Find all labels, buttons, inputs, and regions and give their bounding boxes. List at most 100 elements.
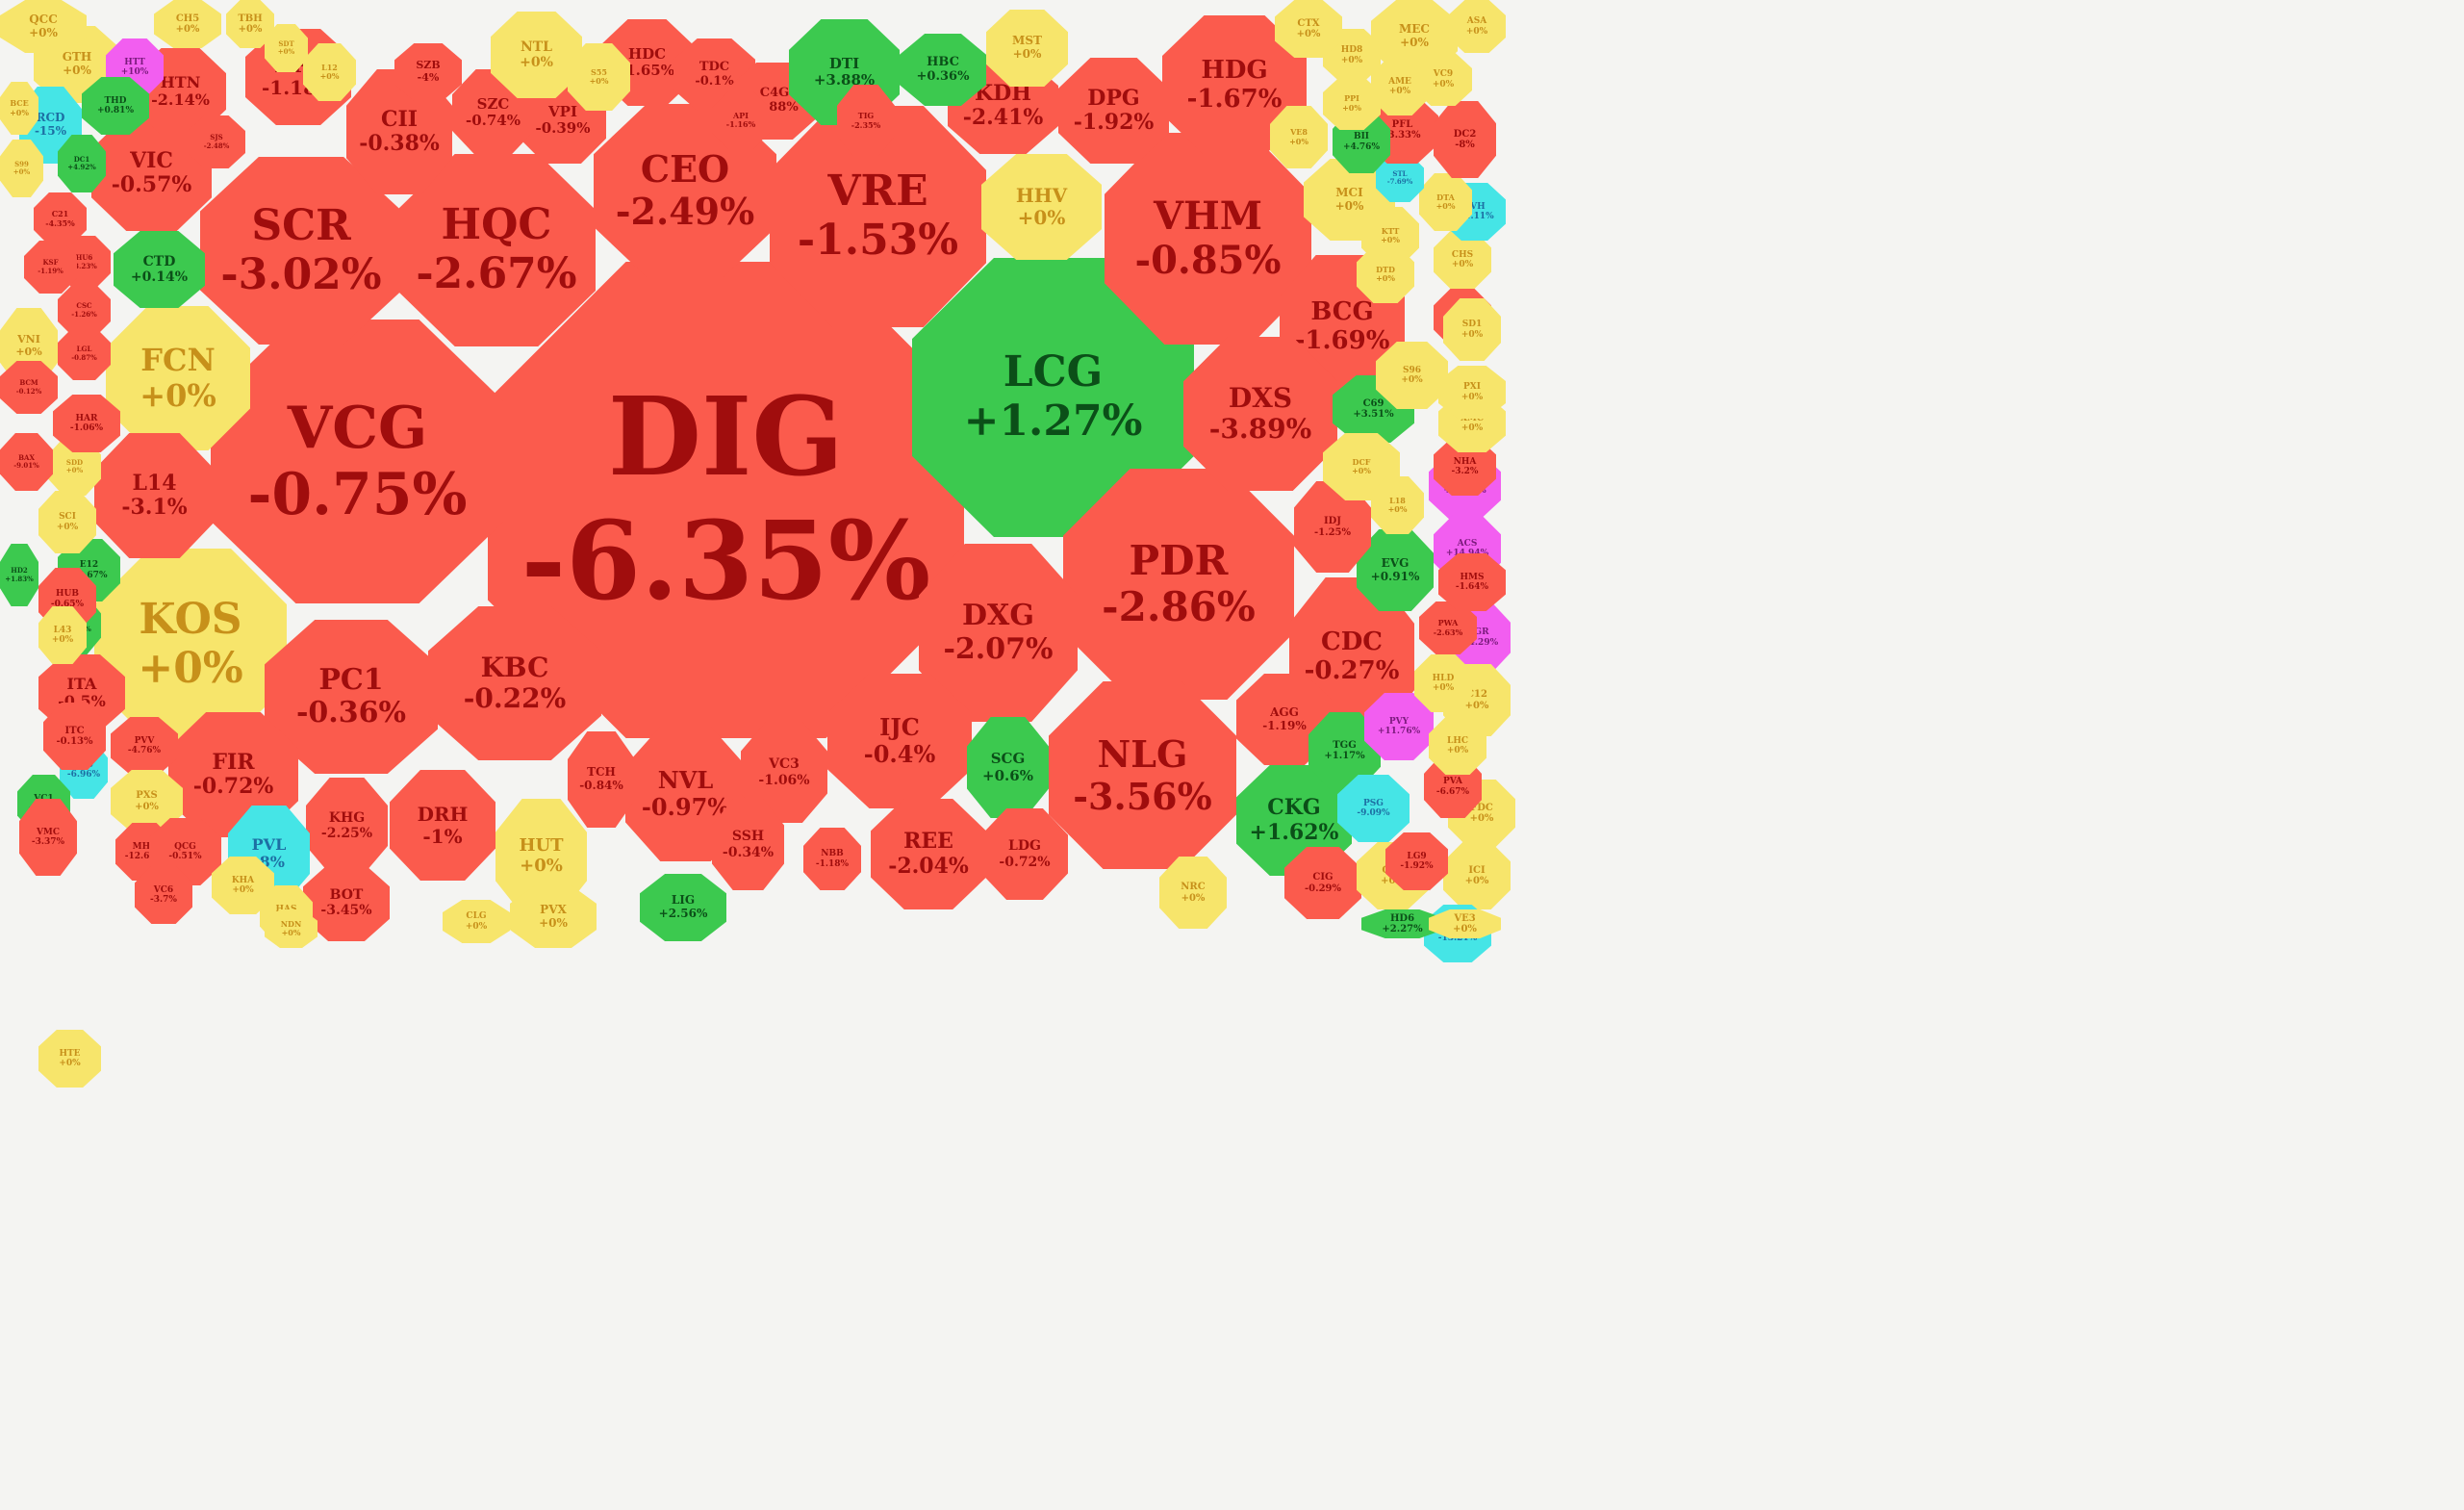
ticker-cell-vc6[interactable]: VC6 -3.7% [135, 866, 192, 924]
ticker-symbol: DC1 [73, 154, 90, 164]
ticker-cell-api[interactable]: API -1.16% [712, 91, 770, 149]
ticker-symbol: NBB [821, 849, 844, 859]
ticker-cell-nbb[interactable]: NBB -1.18% [803, 828, 861, 890]
ticker-cell-psg[interactable]: PSG -9.09% [1337, 775, 1410, 842]
ticker-change: +0% [15, 346, 42, 358]
ticker-cell-ksf[interactable]: KSF -1.19% [24, 241, 77, 294]
ticker-cell-kos[interactable]: KOS +0% [94, 549, 287, 741]
ticker-cell-dxs[interactable]: DXS-3.89% [1183, 337, 1337, 491]
ticker-cell-scg[interactable]: SCG +0.6% [967, 717, 1049, 818]
ticker-cell-ldg[interactable]: LDG -0.72% [981, 808, 1068, 900]
ticker-cell-ctx[interactable]: CTX +0% [1275, 0, 1342, 58]
ticker-cell-scr[interactable]: SCR -3.02% [200, 157, 402, 345]
ticker-change: -3.02% [220, 249, 382, 299]
ticker-cell-nrc[interactable]: NRC +0% [1159, 857, 1227, 929]
ticker-cell-sdt[interactable]: SDT +0% [265, 24, 308, 72]
ticker-cell-ctd[interactable]: CTD +0.14% [114, 231, 205, 308]
ticker-cell-c21[interactable]: C21 -4.35% [34, 192, 87, 245]
ticker-symbol: KSF [42, 258, 59, 268]
ticker-cell-vic[interactable]: VIC -0.57% [91, 115, 212, 231]
ticker-cell-szc[interactable]: SZC -0.74% [452, 69, 534, 156]
ticker-cell-mst[interactable]: MST +0% [986, 10, 1068, 87]
ticker-cell-kbc[interactable]: KBC -0.22% [428, 606, 601, 760]
ticker-cell-sjs[interactable]: SJS -2.48% [188, 115, 245, 168]
ticker-cell-pvx[interactable]: PVX +0% [510, 885, 597, 948]
ticker-change: +0% [1296, 29, 1321, 39]
ticker-cell-vhm[interactable]: VHM -0.85% [1105, 133, 1311, 345]
ticker-cell-ndn[interactable]: NDN +0% [265, 909, 318, 948]
ticker-cell-hte[interactable]: HTE +0% [38, 1030, 101, 1088]
ticker-change: -3.33% [1384, 130, 1421, 141]
ticker-change: +2.27% [1382, 924, 1423, 934]
ticker-cell-dta[interactable]: DTA +0% [1419, 173, 1472, 231]
ticker-cell-asa[interactable]: ASA +0% [1448, 0, 1506, 53]
ticker-cell-hld[interactable]: HLD +0% [1414, 654, 1472, 712]
ticker-cell-dtd[interactable]: DTD +0% [1357, 245, 1414, 303]
ticker-change: -9.01% [13, 461, 39, 470]
ticker-cell-hbc[interactable]: HBC +0.36% [900, 34, 986, 106]
ticker-cell-ntl[interactable]: NTL +0% [491, 12, 582, 98]
ticker-cell-pvv[interactable]: PVV -4.76% [111, 717, 178, 775]
ticker-change: -1.06% [69, 423, 104, 433]
ticker-cell-l12[interactable]: L12 +0% [303, 43, 356, 101]
ticker-cell-dc1[interactable]: DC1 +4.92% [58, 135, 106, 192]
ticker-cell-drh[interactable]: DRH -1% [390, 770, 495, 881]
ticker-change: +0% [10, 107, 29, 117]
ticker-cell-itc[interactable]: ITC -0.13% [43, 703, 106, 770]
ticker-cell-s99[interactable]: S99 +0% [0, 140, 43, 197]
ticker-cell-bot[interactable]: BOT -3.45% [303, 864, 390, 941]
ticker-cell-fcn[interactable]: FCN +0% [106, 306, 250, 450]
ticker-cell-pdr[interactable]: PDR -2.86% [1063, 469, 1294, 700]
ticker-cell-ree[interactable]: REE -2.04% [871, 799, 986, 909]
ticker-cell-l18[interactable]: L18 +0% [1371, 476, 1424, 534]
ticker-cell-tch[interactable]: TCH -0.84% [568, 731, 635, 828]
ticker-cell-pxi[interactable]: PXI +0% [1438, 366, 1506, 419]
ticker-cell-clg[interactable]: CLG +0% [443, 900, 510, 943]
ticker-cell-hqc[interactable]: HQC -2.67% [397, 154, 596, 346]
ticker-cell-ijc[interactable]: IJC -0.4% [827, 674, 972, 808]
ticker-cell-bce[interactable]: BCE +0% [0, 82, 38, 135]
ticker-cell-l43[interactable]: L43 +0% [38, 606, 87, 664]
ticker-cell-l14[interactable]: L14 -3.1% [94, 433, 215, 558]
ticker-symbol: ACS [1457, 538, 1478, 549]
ticker-cell-qcc[interactable]: QCC +0% [0, 0, 87, 53]
ticker-cell-ssh[interactable]: SSH -0.34% [712, 799, 784, 890]
ticker-symbol: NVL [657, 766, 714, 795]
ticker-cell-bcm[interactable]: BCM -0.12% [0, 361, 58, 414]
ticker-cell-vcg[interactable]: VCG -0.75% [211, 320, 504, 603]
ticker-symbol: PVV [134, 735, 155, 746]
ticker-cell-thd[interactable]: THD +0.81% [82, 77, 149, 135]
ticker-cell-lig[interactable]: LIG +2.56% [640, 874, 726, 941]
ticker-change: -4.35% [45, 218, 75, 228]
ticker-cell-s96[interactable]: S96 +0% [1376, 342, 1448, 409]
ticker-cell-ici[interactable]: ICI +0% [1443, 842, 1511, 909]
ticker-cell-s55[interactable]: S55 +0% [568, 43, 630, 111]
ticker-symbol: HD8 [1340, 45, 1363, 56]
ticker-cell-csc[interactable]: CSC -1.26% [58, 284, 111, 337]
ticker-cell-nlg[interactable]: NLG -3.56% [1049, 681, 1236, 869]
ticker-cell-szb[interactable]: SZB -4% [394, 43, 462, 101]
ticker-cell-har[interactable]: HAR -1.06% [53, 395, 120, 452]
ticker-cell-khg[interactable]: KHG -2.25% [306, 778, 388, 874]
ticker-cell-hms[interactable]: HMS -1.64% [1438, 553, 1506, 611]
ticker-cell-vc9[interactable]: VC9 +0% [1414, 53, 1472, 106]
ticker-symbol: PVH [1463, 201, 1486, 212]
ticker-cell-pvy[interactable]: PVY +11.76% [1364, 693, 1434, 760]
ticker-cell-ch5[interactable]: CH5 +0% [154, 0, 221, 48]
ticker-cell-tig[interactable]: TIG -2.35% [837, 85, 895, 157]
ticker-cell-vmc[interactable]: VMC -3.37% [19, 799, 77, 876]
ticker-cell-ve8[interactable]: VE8 +0% [1270, 106, 1328, 168]
ticker-symbol: SSH [731, 829, 765, 845]
ticker-cell-dpg[interactable]: DPG -1.92% [1058, 58, 1169, 164]
ticker-change: +0% [1461, 329, 1484, 340]
ticker-cell-dc2[interactable]: DC2 -8% [1434, 101, 1496, 178]
ticker-cell-lg9[interactable]: LG9 -1.92% [1385, 832, 1448, 890]
ticker-cell-sd1[interactable]: SD1 +0% [1443, 298, 1501, 361]
ticker-cell-chs[interactable]: CHS +0% [1434, 231, 1491, 289]
ticker-cell-hd2[interactable]: HD2 +1.83% [0, 544, 38, 606]
ticker-cell-bax[interactable]: BAX -9.01% [0, 433, 53, 491]
ticker-cell-hhv[interactable]: HHV +0% [981, 154, 1102, 260]
ticker-cell-cig[interactable]: CIG -0.29% [1284, 847, 1361, 919]
ticker-cell-sci[interactable]: SCI +0% [38, 491, 96, 553]
ticker-cell-ve3[interactable]: VE3 +0% [1429, 909, 1501, 938]
